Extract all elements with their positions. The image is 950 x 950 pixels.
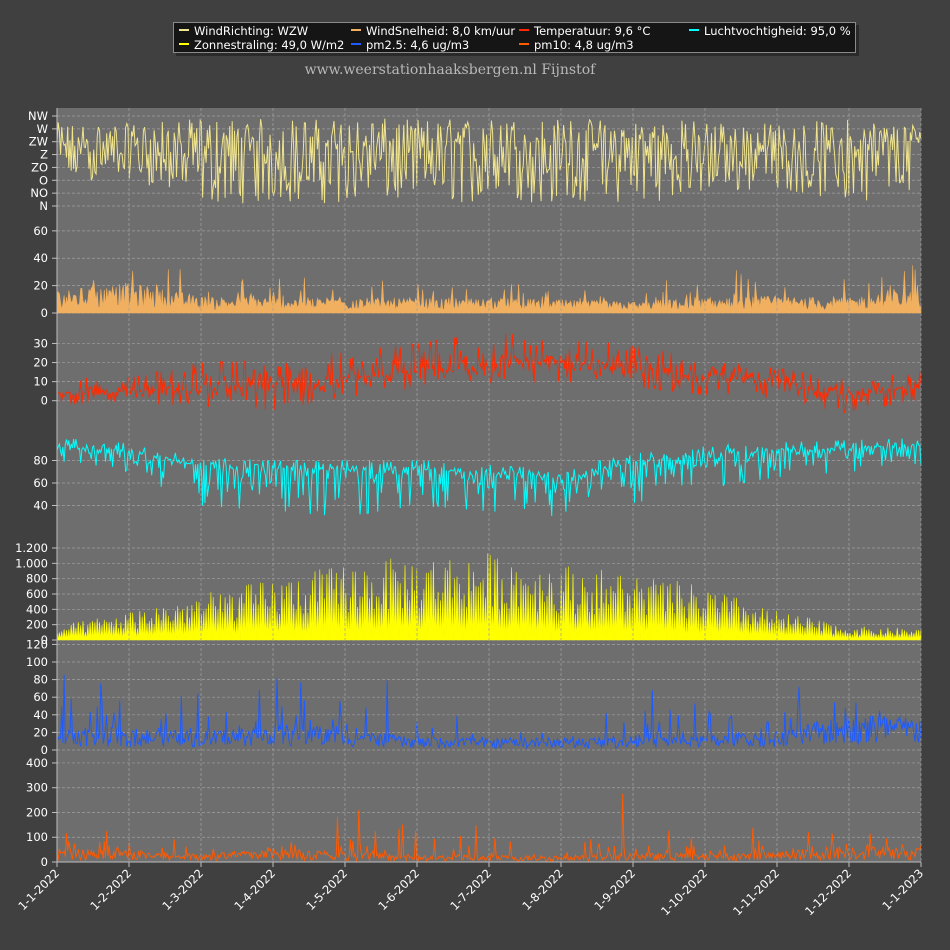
y-tick-label: 120	[26, 637, 48, 651]
y-tick-label: 40	[33, 251, 48, 265]
y-tick-label: 30	[33, 336, 48, 350]
y-tick-label: 200	[26, 805, 48, 819]
x-tick-label: 1-3-2022	[159, 866, 206, 913]
legend-label: Zonnestraling: 49,0 W/m2	[194, 38, 345, 52]
y-tick-label: 60	[33, 224, 48, 238]
y-tick-label: 20	[33, 279, 48, 293]
legend-label: pm2.5: 4,6 ug/m3	[366, 38, 470, 52]
y-tick-label: 300	[26, 781, 48, 795]
legend-swatch	[179, 28, 189, 31]
y-tick-label: 60	[33, 690, 48, 704]
legend-item: pm10: 4,8 ug/m3	[519, 39, 634, 52]
y-tick-label: 400	[26, 756, 48, 770]
x-tick-label: 1-8-2022	[519, 866, 566, 913]
y-tick-label: Z	[40, 148, 48, 162]
y-tick-label: 400	[26, 602, 48, 616]
y-tick-label: 1.000	[15, 556, 48, 570]
y-tick-label: 40	[33, 499, 48, 513]
legend: WindRichting: WZW WindSnelheid: 8,0 km/u…	[173, 22, 856, 53]
y-tick-label: 80	[33, 454, 48, 468]
y-tick-label: 60	[33, 476, 48, 490]
y-tick-label: NW	[28, 109, 48, 123]
y-tick-label: ZO	[31, 160, 48, 174]
y-tick-label: 0	[41, 855, 48, 869]
x-tick-label: 1-9-2022	[591, 866, 638, 913]
x-tick-label: 1-7-2022	[447, 866, 494, 913]
y-tick-label: 20	[33, 356, 48, 370]
x-tick-label: 1-5-2022	[303, 866, 350, 913]
legend-item: Zonnestraling: 49,0 W/m2	[179, 39, 344, 52]
y-tick-label: 0	[41, 394, 48, 408]
x-tick-label: 1-2-2022	[87, 866, 134, 913]
y-tick-label: 40	[33, 708, 48, 722]
x-tick-label: 1-10-2022	[658, 866, 710, 918]
y-tick-label: 800	[26, 572, 48, 586]
y-tick-label: 80	[33, 673, 48, 687]
y-tick-label: O	[39, 173, 48, 187]
x-tick-label: 1-11-2022	[730, 866, 782, 918]
x-tick-label: 1-12-2022	[802, 866, 854, 918]
y-tick-label: N	[39, 199, 48, 213]
legend-label: Temperatuur: 9,6 °C	[534, 24, 651, 38]
legend-label: Luchtvochtigheid: 95,0 %	[704, 24, 851, 38]
y-tick-label: ZW	[29, 135, 48, 149]
legend-label: WindSnelheid: 8,0 km/uur	[366, 24, 516, 38]
legend-item: Luchtvochtigheid: 95,0 %	[689, 25, 851, 38]
x-tick-label: 1-6-2022	[375, 866, 422, 913]
series-area-windsnelheid	[56, 265, 922, 314]
watermark: www.weerstationhaaksbergen.nl Fijnstof	[304, 62, 596, 78]
y-tick-label: NO	[30, 186, 48, 200]
y-tick-label: 100	[26, 830, 48, 844]
x-tick-label: 1-1-2022	[15, 866, 62, 913]
legend-label: pm10: 4,8 ug/m3	[534, 38, 634, 52]
y-tick-label: 20	[33, 725, 48, 739]
legend-swatch	[179, 42, 189, 45]
y-tick-label: 1.200	[15, 541, 48, 555]
y-tick-label: 10	[33, 375, 48, 389]
legend-item: Temperatuur: 9,6 °C	[519, 25, 650, 38]
x-tick-label: 1-4-2022	[231, 866, 278, 913]
y-tick-label: 0	[41, 743, 48, 757]
legend-item: WindSnelheid: 8,0 km/uur	[351, 25, 515, 38]
x-tick-label: 1-1-2023	[879, 866, 926, 913]
y-tick-label: 100	[26, 655, 48, 669]
legend-swatch	[519, 42, 529, 45]
y-tick-label: 600	[26, 587, 48, 601]
y-tick-label: 200	[26, 618, 48, 632]
legend-swatch	[351, 42, 361, 45]
legend-item: WindRichting: WZW	[179, 25, 308, 38]
legend-swatch	[351, 28, 361, 31]
legend-label: WindRichting: WZW	[194, 24, 309, 38]
series-line-windrichting	[56, 118, 922, 204]
legend-swatch	[519, 28, 529, 31]
legend-swatch	[689, 28, 699, 31]
legend-item: pm2.5: 4,6 ug/m3	[351, 39, 469, 52]
y-tick-label: 0	[41, 633, 48, 647]
y-tick-label: 0	[41, 306, 48, 320]
y-tick-label: W	[37, 122, 48, 136]
